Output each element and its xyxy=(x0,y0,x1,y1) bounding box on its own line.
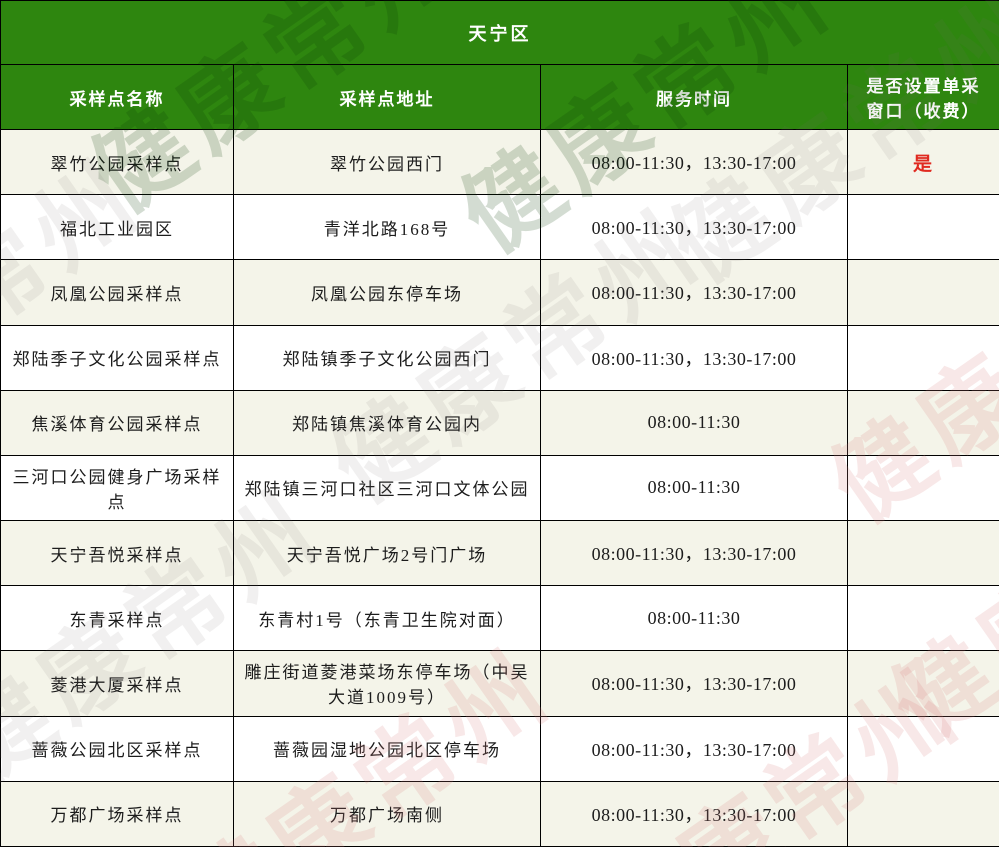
single-window-cell: 是 xyxy=(847,128,999,196)
table-row: 郑陆季子文化公园采样点 郑陆镇季子文化公园西门 08:00-11:30，13:3… xyxy=(0,324,999,391)
service-hours-cell: 08:00-11:30 xyxy=(540,454,848,522)
column-header-name: 采样点名称 xyxy=(0,64,234,130)
table-row: 福北工业园区 青洋北路168号 08:00-11:30，13:30-17:00 xyxy=(0,194,999,261)
site-address-cell: 天宁吾悦广场2号门广场 xyxy=(233,520,541,587)
table-row: 东青采样点 东青村1号（东青卫生院对面） 08:00-11:30 xyxy=(0,585,999,652)
single-window-cell xyxy=(847,715,999,782)
site-address-cell: 雕庄街道菱港菜场东停车场（中吴大道1009号） xyxy=(233,650,541,717)
site-name-cell: 万都广场采样点 xyxy=(0,780,234,847)
site-address-cell: 青洋北路168号 xyxy=(233,194,541,261)
table-row: 蔷薇公园北区采样点 蔷薇园湿地公园北区停车场 08:00-11:30，13:30… xyxy=(0,715,999,782)
column-header-address: 采样点地址 xyxy=(233,64,541,130)
column-header-single-window: 是否设置单采窗口（收费） xyxy=(847,64,999,130)
site-name-cell: 郑陆季子文化公园采样点 xyxy=(0,324,234,391)
table-row: 万都广场采样点 万都广场南侧 08:00-11:30，13:30-17:00 xyxy=(0,780,999,847)
single-window-cell xyxy=(847,324,999,391)
table-row: 三河口公园健身广场采样点 郑陆镇三河口社区三河口文体公园 08:00-11:30 xyxy=(0,454,999,522)
single-window-cell xyxy=(847,259,999,326)
site-name-cell: 蔷薇公园北区采样点 xyxy=(0,715,234,782)
table-row: 菱港大厦采样点 雕庄街道菱港菜场东停车场（中吴大道1009号） 08:00-11… xyxy=(0,650,999,717)
site-name-cell: 天宁吾悦采样点 xyxy=(0,520,234,587)
service-hours-cell: 08:00-11:30，13:30-17:00 xyxy=(540,324,848,391)
service-hours-cell: 08:00-11:30，13:30-17:00 xyxy=(540,520,848,587)
table-row: 焦溪体育公园采样点 郑陆镇焦溪体育公园内 08:00-11:30 xyxy=(0,389,999,456)
service-hours-cell: 08:00-11:30，13:30-17:00 xyxy=(540,780,848,847)
table-row: 翠竹公园采样点 翠竹公园西门 08:00-11:30，13:30-17:00 是 xyxy=(0,128,999,196)
service-hours-cell: 08:00-11:30 xyxy=(540,389,848,456)
district-title-row: 天宁区 xyxy=(0,0,999,65)
single-window-cell xyxy=(847,454,999,522)
site-name-cell: 凤凰公园采样点 xyxy=(0,259,234,326)
table-row: 凤凰公园采样点 凤凰公园东停车场 08:00-11:30，13:30-17:00 xyxy=(0,259,999,326)
single-window-cell xyxy=(847,194,999,261)
site-name-cell: 三河口公园健身广场采样点 xyxy=(0,454,234,522)
site-address-cell: 郑陆镇季子文化公园西门 xyxy=(233,324,541,391)
single-window-cell xyxy=(847,520,999,587)
single-window-cell xyxy=(847,650,999,717)
single-window-cell xyxy=(847,780,999,847)
site-address-cell: 万都广场南侧 xyxy=(233,780,541,847)
site-address-cell: 郑陆镇三河口社区三河口文体公园 xyxy=(233,454,541,522)
service-hours-cell: 08:00-11:30，13:30-17:00 xyxy=(540,650,848,717)
site-address-cell: 蔷薇园湿地公园北区停车场 xyxy=(233,715,541,782)
site-name-cell: 菱港大厦采样点 xyxy=(0,650,234,717)
single-window-cell xyxy=(847,585,999,652)
site-name-cell: 焦溪体育公园采样点 xyxy=(0,389,234,456)
site-address-cell: 郑陆镇焦溪体育公园内 xyxy=(233,389,541,456)
site-name-cell: 东青采样点 xyxy=(0,585,234,652)
column-header-hours: 服务时间 xyxy=(540,64,848,130)
site-address-cell: 翠竹公园西门 xyxy=(233,128,541,196)
column-header-row: 采样点名称 采样点地址 服务时间 是否设置单采窗口（收费） xyxy=(0,64,999,130)
site-address-cell: 东青村1号（东青卫生院对面） xyxy=(233,585,541,652)
single-window-cell xyxy=(847,389,999,456)
service-hours-cell: 08:00-11:30，13:30-17:00 xyxy=(540,715,848,782)
table-row: 天宁吾悦采样点 天宁吾悦广场2号门广场 08:00-11:30，13:30-17… xyxy=(0,520,999,587)
district-title: 天宁区 xyxy=(0,0,999,65)
site-name-cell: 翠竹公园采样点 xyxy=(0,128,234,196)
service-hours-cell: 08:00-11:30，13:30-17:00 xyxy=(540,128,848,196)
service-hours-cell: 08:00-11:30，13:30-17:00 xyxy=(540,259,848,326)
service-hours-cell: 08:00-11:30，13:30-17:00 xyxy=(540,194,848,261)
site-address-cell: 凤凰公园东停车场 xyxy=(233,259,541,326)
site-name-cell: 福北工业园区 xyxy=(0,194,234,261)
service-hours-cell: 08:00-11:30 xyxy=(540,585,848,652)
